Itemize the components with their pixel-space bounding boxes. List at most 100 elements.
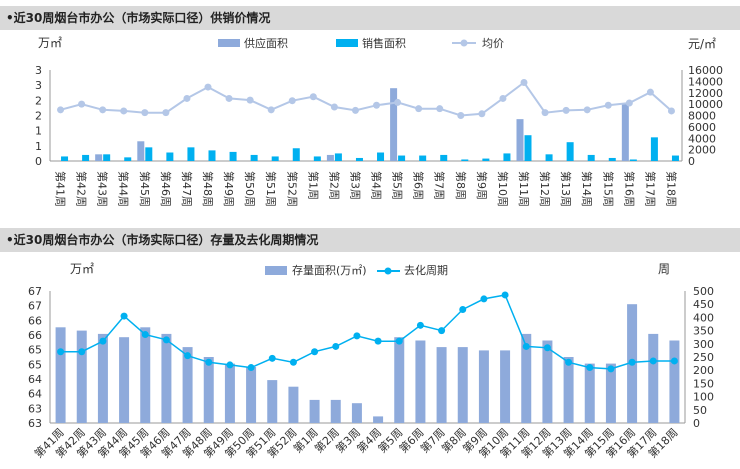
price-point: [225, 94, 233, 102]
cycle-point: [395, 337, 403, 345]
bar-sales: [208, 150, 216, 161]
legend-label-supply: 供应面积: [244, 36, 288, 50]
bar-supply: [621, 103, 629, 161]
price-point: [520, 79, 528, 87]
cycle-point: [628, 358, 636, 366]
price-point: [57, 106, 65, 114]
chart2-inventory-turnover: 6363646465656666676705010015020025030035…: [28, 262, 714, 461]
bar-inventory: [521, 333, 532, 423]
cycle-point: [501, 291, 509, 299]
y-right-tick-label: 150: [693, 377, 714, 390]
x-tick-label: 第44周: [117, 171, 131, 207]
bar-sales: [124, 157, 132, 161]
bar-inventory: [330, 399, 341, 423]
legend-swatch-sales: [336, 39, 358, 47]
price-point: [183, 94, 191, 102]
bar-sales: [61, 156, 69, 161]
bar-inventory: [436, 347, 447, 423]
price-point: [78, 100, 86, 108]
cycle-point: [247, 364, 255, 372]
price-point: [267, 106, 275, 114]
cycle-point: [311, 348, 319, 356]
y-right-tick-label: 16000: [688, 64, 723, 77]
bar-supply: [516, 119, 524, 161]
y-right-unit-label: 元/㎡: [688, 37, 716, 51]
y-left-tick-label: 65: [28, 344, 42, 357]
bar-inventory: [246, 366, 257, 423]
x-tick-label: 第18周: [664, 171, 678, 207]
legend-label-price: 均价: [482, 37, 504, 50]
bar-inventory: [648, 333, 659, 423]
bar-inventory: [500, 350, 511, 423]
x-tick-label: 第46周: [159, 171, 173, 207]
bar-inventory: [394, 337, 405, 423]
price-line: [60, 81, 673, 117]
bar-sales: [187, 147, 195, 161]
bar-sales: [166, 152, 174, 161]
bar-inventory: [309, 399, 320, 423]
y-right-tick-label: 300: [693, 338, 714, 351]
legend-swatch-cycle-marker: [384, 267, 392, 275]
y-left-tick-label: 0: [35, 155, 42, 168]
cycle-point: [332, 342, 340, 350]
price-point: [667, 107, 675, 115]
price-point: [394, 98, 402, 106]
bar-sales: [145, 147, 153, 161]
bar-inventory: [203, 357, 214, 423]
bar-inventory: [563, 357, 574, 423]
price-point: [604, 101, 612, 109]
price-point: [436, 105, 444, 113]
bar-sales: [524, 135, 532, 161]
bar-sales: [292, 148, 300, 161]
y-right-tick-label: 8000: [688, 110, 716, 123]
cycle-line: [60, 294, 675, 370]
price-point: [541, 109, 549, 117]
x-tick-label: 第43周: [96, 171, 110, 207]
cycle-point: [670, 357, 678, 365]
cycle-point: [522, 342, 530, 350]
y-left-tick-label: 63: [28, 417, 42, 430]
x-tick-label: 第42周: [75, 171, 89, 207]
cycle-point: [162, 336, 170, 344]
cycle-point: [607, 365, 615, 373]
x-tick-label: 第6周: [412, 171, 426, 200]
bar-sales: [250, 154, 258, 161]
x-tick-label: 第1周: [306, 171, 320, 200]
cycle-point: [99, 337, 107, 345]
price-point: [499, 94, 507, 102]
x-tick-label: 第3周: [348, 171, 362, 200]
cycle-point: [480, 295, 488, 303]
x-tick-label: 第16周: [622, 171, 636, 207]
bar-sales: [629, 159, 637, 161]
bar-supply: [326, 154, 334, 161]
bar-sales: [440, 154, 448, 161]
y-right-tick-label: 50: [693, 404, 707, 417]
cycle-point: [120, 312, 128, 320]
price-point: [646, 88, 654, 96]
y-left-unit-label: 万㎡: [38, 36, 62, 50]
bar-inventory: [119, 337, 130, 423]
cycle-point: [289, 358, 297, 366]
bar-sales: [271, 156, 279, 161]
bar-supply: [137, 141, 145, 161]
bar-inventory: [457, 347, 468, 423]
bar-inventory: [542, 340, 553, 423]
y-right-tick-label: 200: [693, 364, 714, 377]
bar-sales: [587, 154, 595, 161]
x-tick-label: 第9周: [475, 171, 489, 200]
y-right-tick-label: 2000: [688, 144, 716, 157]
y-right-tick-label: 100: [693, 391, 714, 404]
y-right-tick-label: 400: [693, 311, 714, 324]
x-tick-label: 第49周: [222, 171, 236, 207]
legend-swatch-supply: [218, 39, 240, 47]
bar-inventory: [76, 330, 87, 423]
y-right-tick-label: 500: [693, 285, 714, 298]
y-right-unit-label: 周: [658, 262, 670, 276]
price-point: [120, 107, 128, 115]
x-tick-label: 第11周: [517, 171, 531, 207]
bar-supply: [95, 154, 103, 161]
bar-sales: [566, 142, 574, 161]
bar-inventory: [161, 333, 172, 423]
y-left-unit-label: 万㎡: [70, 262, 94, 276]
legend-swatch-price-marker: [460, 39, 468, 47]
